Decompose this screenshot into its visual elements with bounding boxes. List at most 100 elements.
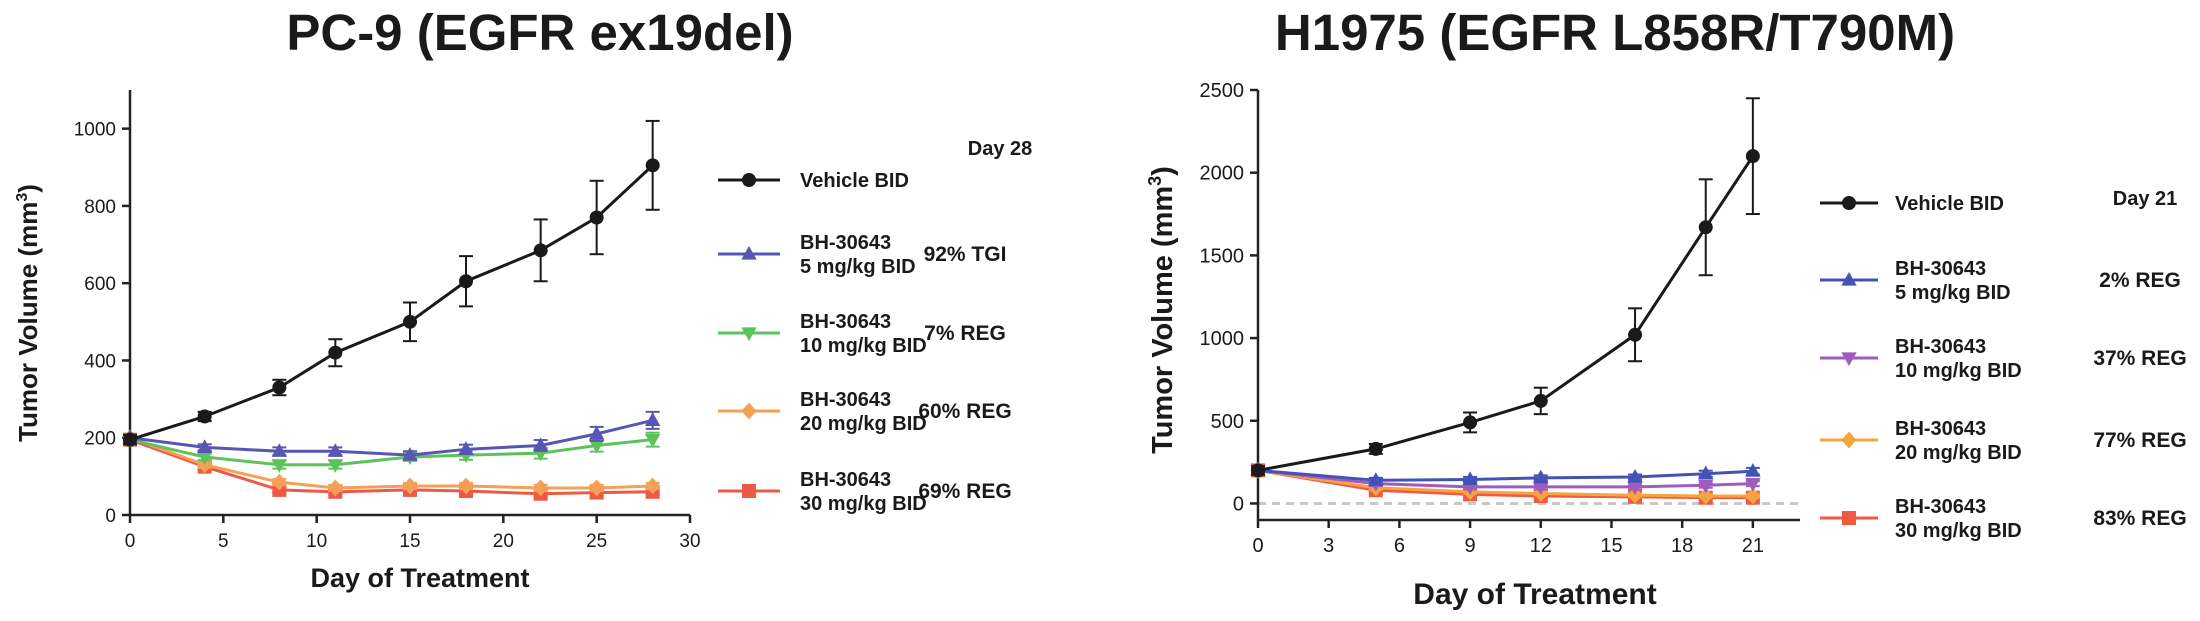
legend-label: BH-30643 xyxy=(1895,336,1986,358)
x-tick-label: 21 xyxy=(1742,535,1764,557)
data-point xyxy=(271,459,288,473)
data-point xyxy=(644,412,661,426)
y-tick-label: 600 xyxy=(84,274,116,295)
data-point xyxy=(196,439,213,453)
data-point xyxy=(1745,478,1761,492)
data-point xyxy=(1628,327,1643,342)
pc9-chart: 0 200 400 600 800 1000 0 5 10 15 20 25 30 Vehicle BID… xyxy=(74,90,1012,552)
x-tick-label: 0 xyxy=(1252,535,1263,557)
data-point xyxy=(532,479,549,497)
series-5 xyxy=(1251,463,1760,505)
legend-label: 10 mg/kg BID xyxy=(800,335,927,357)
x-tick-label: 5 xyxy=(218,531,229,552)
x-tick-label: 12 xyxy=(1530,535,1552,557)
h1975-chart: 0 500 1000 1500 2000 2500 0 3 6 9 12 15 18 21 Vehicle … xyxy=(1200,80,2187,557)
data-point xyxy=(644,434,661,448)
legend-swatch-marker xyxy=(741,245,757,260)
legend-swatch-marker xyxy=(1841,352,1857,367)
y-axis-label-h1975: Tumor Volume (mm3) xyxy=(1145,166,1179,454)
legend-swatch-marker xyxy=(741,327,757,342)
legend-annotation: 37% REG xyxy=(2093,347,2186,370)
legend-header-h1975: Day 21 xyxy=(2113,188,2178,210)
data-point xyxy=(1533,469,1549,484)
chart-title-pc9: PC-9 (EGFR ex19del) xyxy=(286,4,793,61)
legend-annotation: 2% REG xyxy=(2099,269,2181,292)
data-point xyxy=(1533,393,1548,408)
data-point xyxy=(1698,479,1714,494)
legend-item: Vehicle BID xyxy=(1820,193,2004,215)
legend-annotation: 7% REG xyxy=(924,322,1006,345)
data-point xyxy=(532,437,549,452)
y-tick-label: 1000 xyxy=(74,120,116,141)
data-point xyxy=(1627,468,1643,483)
legend-label: BH-30643 xyxy=(800,232,891,254)
y-tick-label: 800 xyxy=(84,197,116,218)
data-point xyxy=(588,479,605,497)
data-point xyxy=(1745,463,1761,477)
data-point xyxy=(327,479,344,497)
data-point xyxy=(533,243,548,258)
legend-label: Vehicle BID xyxy=(800,170,909,192)
chart-title-h1975: H1975 (EGFR L858R/T790M) xyxy=(1275,4,1955,61)
x-tick-label: 18 xyxy=(1671,535,1693,557)
data-point xyxy=(271,443,288,457)
x-tick-label: 15 xyxy=(1600,535,1622,557)
data-point xyxy=(1745,487,1761,505)
data-point xyxy=(196,451,213,466)
data-point xyxy=(402,447,418,461)
legend-swatch-marker xyxy=(742,173,756,187)
legend-label: BH-30643 xyxy=(800,389,891,411)
x-tick-label: 6 xyxy=(1394,535,1405,557)
series-1 xyxy=(1251,97,1760,478)
x-tick-label: 30 xyxy=(679,531,700,552)
legend-annotation: 60% REG xyxy=(918,400,1011,423)
x-tick-label: 0 xyxy=(125,531,136,552)
data-point xyxy=(1251,463,1265,478)
legend-label: 20 mg/kg BID xyxy=(1895,442,2022,464)
legend-label: BH-30643 xyxy=(1895,418,1986,440)
legend-label: 30 mg/kg BID xyxy=(800,493,927,515)
legend-label: 10 mg/kg BID xyxy=(1895,360,2022,382)
legend-label: 20 mg/kg BID xyxy=(800,413,927,435)
y-tick-label: 200 xyxy=(84,429,116,450)
legend-swatch-marker xyxy=(1842,196,1856,210)
data-point xyxy=(402,477,418,495)
data-point xyxy=(1627,486,1643,504)
legend-swatch-marker xyxy=(1842,511,1856,525)
data-point xyxy=(123,432,137,447)
data-point xyxy=(197,409,212,424)
data-point xyxy=(1533,481,1549,495)
y-tick-label: 2000 xyxy=(1200,163,1245,185)
x-axis-label-h1975: Day of Treatment xyxy=(1413,578,1656,611)
legend-swatch-marker xyxy=(742,484,756,498)
data-point xyxy=(459,274,473,289)
legend-swatch-marker xyxy=(741,402,757,420)
series-line xyxy=(1257,155,1755,472)
legend-label: 5 mg/kg BID xyxy=(800,256,916,278)
data-point xyxy=(1698,487,1714,505)
x-axis-label-pc9: Day of Treatment xyxy=(310,563,529,593)
legend-swatch-marker xyxy=(1841,271,1857,286)
y-tick-label: 1500 xyxy=(1200,245,1245,267)
series-2 xyxy=(1250,462,1761,486)
data-point xyxy=(1368,472,1384,486)
series-4 xyxy=(122,429,661,497)
x-tick-label: 20 xyxy=(493,531,514,552)
legend-annotation: 69% REG xyxy=(918,480,1011,503)
data-point xyxy=(645,158,660,173)
y-tick-label: 2500 xyxy=(1200,80,1245,102)
data-point xyxy=(1745,149,1760,164)
legend-label: BH-30643 xyxy=(800,311,891,333)
legend-annotation: 92% TGI xyxy=(924,243,1007,266)
y-tick-label: 0 xyxy=(1233,493,1244,515)
y-tick-label: 1000 xyxy=(1200,328,1245,350)
data-point xyxy=(272,380,287,395)
data-point xyxy=(271,473,288,491)
series-1 xyxy=(123,119,660,447)
data-point xyxy=(644,477,661,495)
